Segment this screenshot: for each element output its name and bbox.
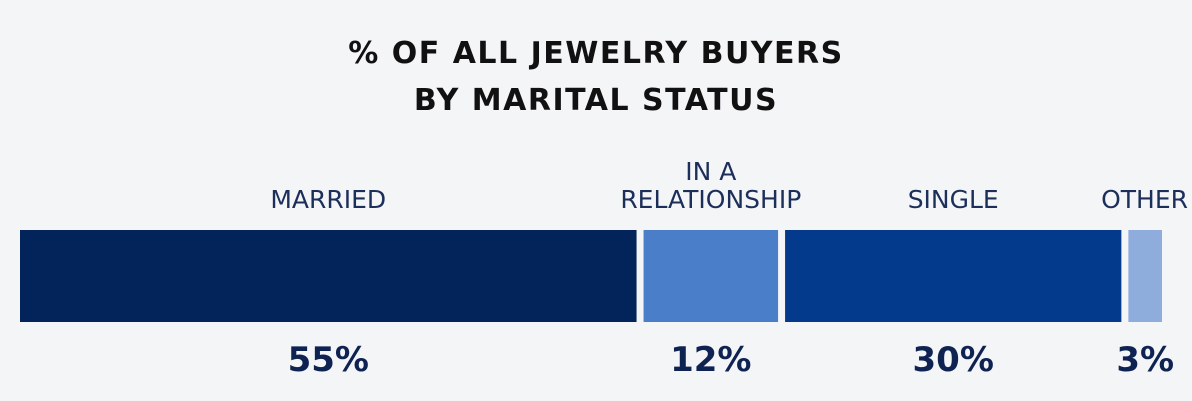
bar-segment-other bbox=[1128, 230, 1162, 322]
category-label-line: MARRIED bbox=[270, 185, 386, 214]
value-label-in-a-relationship: 12% bbox=[670, 340, 751, 380]
value-label-single: 30% bbox=[913, 340, 994, 380]
chart-title-line-2: BY MARITAL STATUS bbox=[413, 83, 779, 118]
category-label-line: OTHER bbox=[1101, 185, 1188, 214]
category-label-line: IN A bbox=[685, 157, 736, 186]
bar-segment-single bbox=[785, 230, 1122, 322]
bar-segment-married bbox=[20, 230, 637, 322]
chart-title-line-1: % OF ALL JEWELRY BUYERS bbox=[348, 36, 844, 71]
category-label-married: MARRIED bbox=[270, 185, 386, 214]
bar-segment-in-a-relationship bbox=[643, 230, 779, 322]
value-label-other: 3% bbox=[1116, 340, 1174, 380]
category-label-in-a-relationship: IN A RELATIONSHIP bbox=[620, 157, 801, 214]
category-label-line: RELATIONSHIP bbox=[620, 185, 801, 214]
category-label-line: SINGLE bbox=[908, 185, 999, 214]
category-label-other: OTHER bbox=[1101, 185, 1188, 214]
value-label-married: 55% bbox=[288, 340, 369, 380]
category-label-single: SINGLE bbox=[908, 185, 999, 214]
chart-title: % OF ALL JEWELRY BUYERS BY MARITAL STATU… bbox=[0, 30, 1192, 124]
